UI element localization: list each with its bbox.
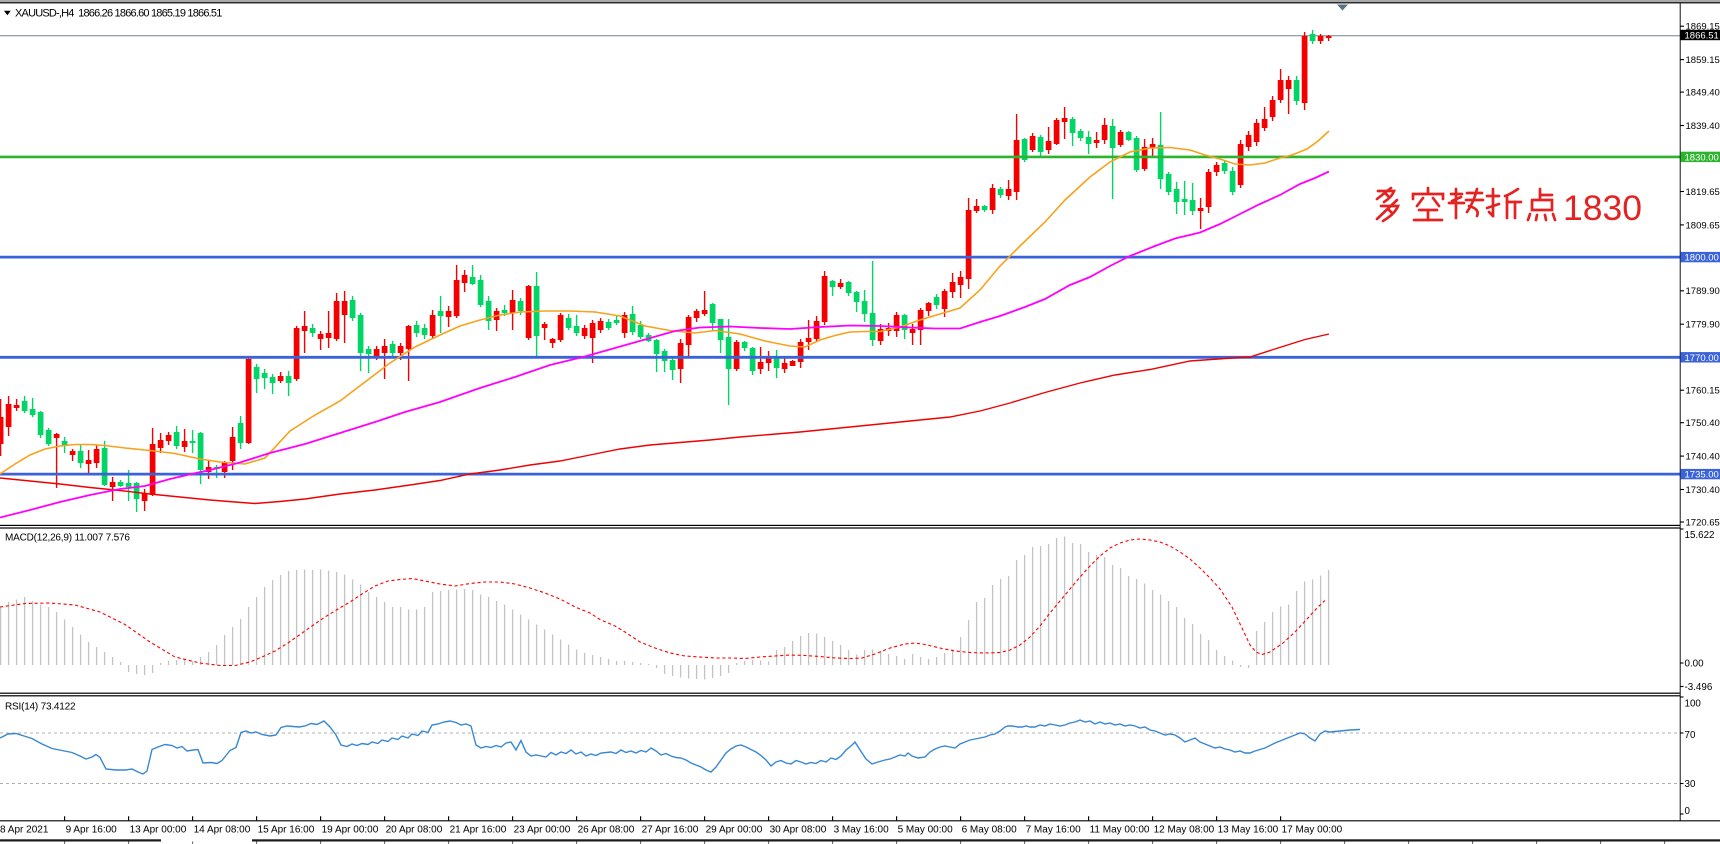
svg-text:1809.65: 1809.65 [1686,220,1720,231]
svg-text:MACD(12,26,9) 11.007 7.576: MACD(12,26,9) 11.007 7.576 [5,533,130,544]
svg-text:20 Apr 08:00: 20 Apr 08:00 [386,825,443,836]
svg-text:19 Apr 00:00: 19 Apr 00:00 [322,825,379,836]
svg-text:15 Apr 16:00: 15 Apr 16:00 [258,825,315,836]
svg-text:100: 100 [1685,699,1702,710]
svg-text:RSI(14) 73.4122: RSI(14) 73.4122 [5,702,76,713]
svg-text:70: 70 [1685,730,1696,741]
svg-text:6 May 08:00: 6 May 08:00 [962,825,1017,836]
svg-text:1830.00: 1830.00 [1685,152,1719,163]
svg-text:7 May 16:00: 7 May 16:00 [1026,825,1081,836]
svg-text:1770.00: 1770.00 [1685,353,1719,364]
svg-text:1849.40: 1849.40 [1686,88,1720,99]
svg-text:3 May 16:00: 3 May 16:00 [834,825,889,836]
svg-text:30 Apr 08:00: 30 Apr 08:00 [770,825,827,836]
svg-text:1869.15: 1869.15 [1686,22,1720,33]
svg-text:13 Apr 00:00: 13 Apr 00:00 [130,825,187,836]
svg-text:1819.65: 1819.65 [1686,187,1720,198]
svg-text:0.00: 0.00 [1685,659,1705,670]
svg-text:30: 30 [1685,779,1696,790]
svg-text:1866.51: 1866.51 [1685,31,1719,42]
svg-text:1740.40: 1740.40 [1686,452,1720,463]
svg-text:12 May 08:00: 12 May 08:00 [1154,825,1215,836]
svg-text:21 Apr 16:00: 21 Apr 16:00 [450,825,507,836]
svg-text:1800.00: 1800.00 [1685,253,1719,264]
svg-text:XAUUSD-,H4 1866.26 1866.60 18: XAUUSD-,H4 1866.26 1866.60 1865.19 1866.… [15,8,222,20]
svg-text:1730.40: 1730.40 [1686,485,1720,496]
svg-text:13 May 16:00: 13 May 16:00 [1218,825,1279,836]
svg-text:29 Apr 00:00: 29 Apr 00:00 [706,825,763,836]
svg-text:14 Apr 08:00: 14 Apr 08:00 [194,825,251,836]
svg-text:1760.15: 1760.15 [1686,386,1720,397]
svg-text:0: 0 [1685,806,1691,817]
svg-text:9 Apr 16:00: 9 Apr 16:00 [66,825,118,836]
svg-text:5 May 00:00: 5 May 00:00 [898,825,953,836]
svg-text:11 May 00:00: 11 May 00:00 [1090,825,1150,836]
svg-text:1750.40: 1750.40 [1686,418,1720,429]
svg-text:23 Apr 00:00: 23 Apr 00:00 [514,825,571,836]
svg-text:-3.496: -3.496 [1685,682,1713,693]
svg-text:1830: 1830 [1563,188,1642,228]
svg-text:1779.90: 1779.90 [1686,320,1720,331]
svg-text:15.622: 15.622 [1685,530,1715,541]
svg-text:1859.15: 1859.15 [1686,55,1720,66]
svg-text:1839.40: 1839.40 [1686,121,1720,132]
svg-text:8 Apr 2021: 8 Apr 2021 [0,825,49,836]
svg-text:17 May 00:00: 17 May 00:00 [1282,825,1343,836]
svg-text:1720.65: 1720.65 [1686,517,1720,528]
svg-text:27 Apr 16:00: 27 Apr 16:00 [642,825,699,836]
svg-text:1735.00: 1735.00 [1685,470,1719,481]
svg-text:1789.90: 1789.90 [1686,286,1720,297]
svg-text:26 Apr 08:00: 26 Apr 08:00 [578,825,635,836]
